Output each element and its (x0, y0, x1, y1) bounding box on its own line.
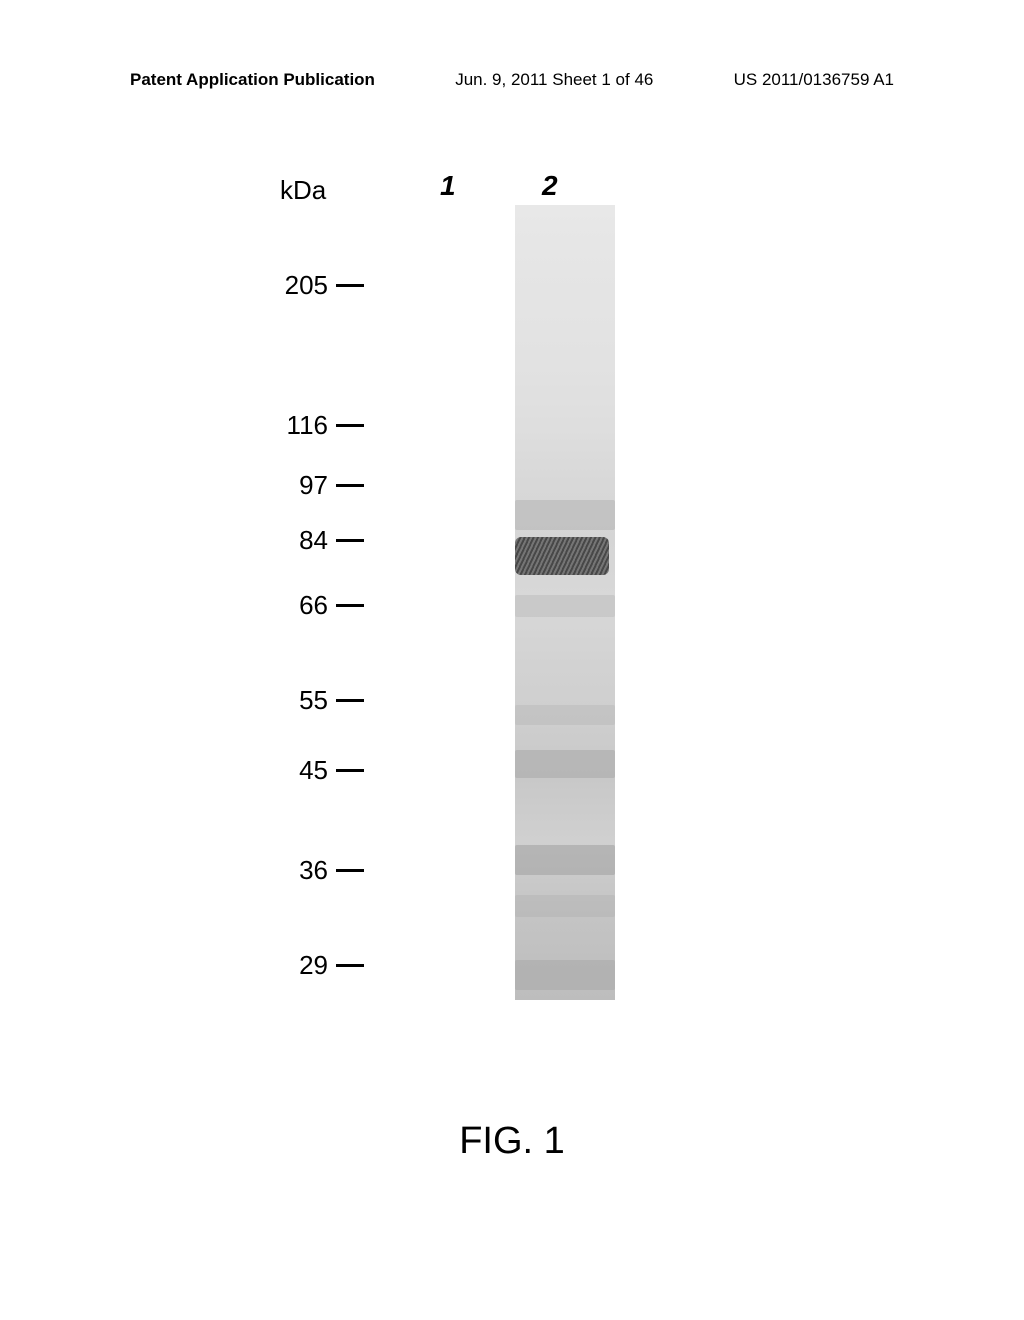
marker-tick-icon (336, 869, 364, 872)
marker-row: 66 (280, 590, 364, 621)
marker-value: 97 (280, 470, 328, 501)
marker-tick-icon (336, 769, 364, 772)
gel-band (515, 595, 615, 617)
marker-row: 116 (280, 410, 364, 441)
figure-caption: FIG. 1 (0, 1120, 1024, 1163)
marker-tick-icon (336, 484, 364, 487)
gel-band (515, 845, 615, 875)
page-header: Patent Application Publication Jun. 9, 2… (0, 70, 1024, 90)
marker-row: 55 (280, 685, 364, 716)
marker-value: 84 (280, 525, 328, 556)
marker-tick-icon (336, 284, 364, 287)
marker-value: 45 (280, 755, 328, 786)
header-center: Jun. 9, 2011 Sheet 1 of 46 (455, 70, 653, 90)
marker-tick-icon (336, 699, 364, 702)
lane-label-1: 1 (440, 170, 456, 202)
marker-value: 36 (280, 855, 328, 886)
gel-band (515, 500, 615, 530)
marker-value: 55 (280, 685, 328, 716)
gel-band (515, 960, 615, 990)
marker-row: 205 (280, 270, 364, 301)
marker-tick-icon (336, 539, 364, 542)
gel-band (515, 895, 615, 917)
gel-band (515, 750, 615, 778)
header-left: Patent Application Publication (130, 70, 375, 90)
marker-row: 36 (280, 855, 364, 886)
marker-row: 45 (280, 755, 364, 786)
marker-value: 29 (280, 950, 328, 981)
marker-value: 116 (280, 410, 328, 441)
kda-axis-label: kDa (280, 175, 326, 206)
marker-row: 84 (280, 525, 364, 556)
gel-band (515, 705, 615, 725)
figure-1: kDa 12 20511697846655453629 (280, 175, 720, 1075)
marker-value: 66 (280, 590, 328, 621)
marker-row: 29 (280, 950, 364, 981)
gel-lane-2 (515, 205, 615, 1000)
header-right: US 2011/0136759 A1 (734, 70, 894, 90)
marker-row: 97 (280, 470, 364, 501)
marker-tick-icon (336, 424, 364, 427)
marker-tick-icon (336, 604, 364, 607)
gel-band (515, 537, 609, 575)
lane-label-2: 2 (542, 170, 558, 202)
marker-tick-icon (336, 964, 364, 967)
marker-value: 205 (280, 270, 328, 301)
